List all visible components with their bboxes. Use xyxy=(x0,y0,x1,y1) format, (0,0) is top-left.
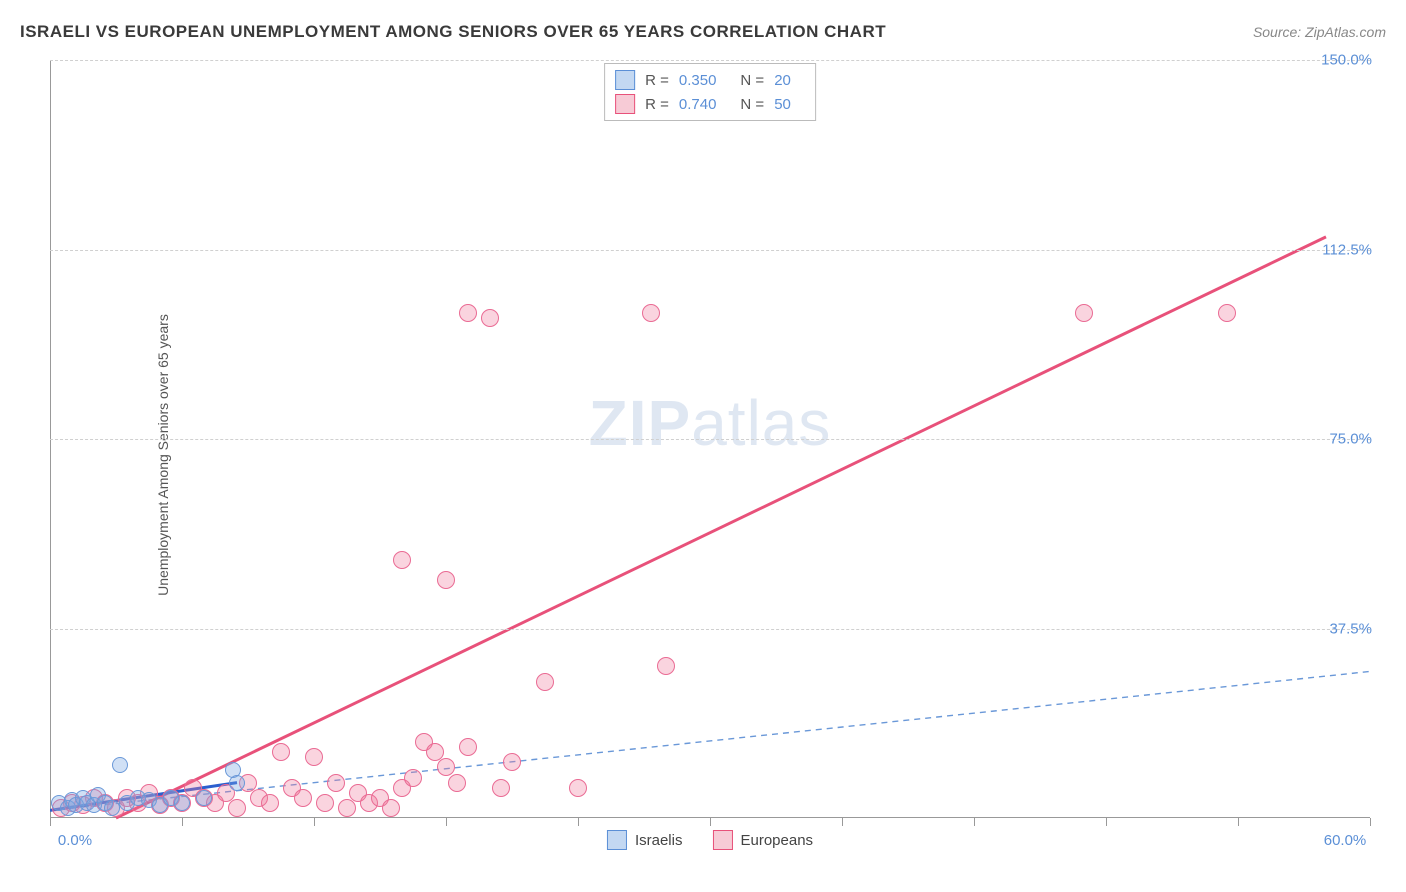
grid-line xyxy=(50,439,1370,440)
chart-title: ISRAELI VS EUROPEAN UNEMPLOYMENT AMONG S… xyxy=(20,22,886,42)
watermark-light: atlas xyxy=(691,387,831,459)
point-europeans xyxy=(404,769,422,787)
point-europeans xyxy=(382,799,400,817)
x-tick xyxy=(446,818,447,826)
point-europeans xyxy=(459,304,477,322)
legend-item-europeans: Europeans xyxy=(712,828,813,852)
point-europeans xyxy=(294,789,312,807)
point-europeans xyxy=(459,738,477,756)
point-europeans xyxy=(536,673,554,691)
point-europeans xyxy=(327,774,345,792)
trend-lines xyxy=(50,60,1370,850)
swatch-israelis xyxy=(607,830,627,850)
r-label: R = xyxy=(645,96,669,113)
swatch-europeans xyxy=(712,830,732,850)
watermark-bold: ZIP xyxy=(589,387,692,459)
x-tick xyxy=(1370,818,1371,826)
point-europeans xyxy=(272,743,290,761)
point-europeans xyxy=(492,779,510,797)
y-tick-label: 37.5% xyxy=(1329,620,1372,637)
legend-item-israelis: Israelis xyxy=(607,828,683,852)
grid-line xyxy=(50,60,1370,61)
x-tick xyxy=(1238,818,1239,826)
x-tick xyxy=(974,818,975,826)
r-value-israelis: 0.350 xyxy=(679,72,717,89)
grid-line xyxy=(50,629,1370,630)
stats-row-europeans: R = 0.740 N = 50 xyxy=(615,92,805,116)
n-label: N = xyxy=(740,96,764,113)
swatch-europeans xyxy=(615,94,635,114)
point-europeans xyxy=(305,748,323,766)
point-europeans xyxy=(1075,304,1093,322)
stats-row-israelis: R = 0.350 N = 20 xyxy=(615,68,805,92)
swatch-israelis xyxy=(615,70,635,90)
series-legend: Israelis Europeans xyxy=(607,828,813,852)
point-europeans xyxy=(338,799,356,817)
point-israelis xyxy=(112,757,128,773)
r-value-europeans: 0.740 xyxy=(679,96,717,113)
point-europeans xyxy=(261,794,279,812)
x-tick xyxy=(842,818,843,826)
x-tick xyxy=(182,818,183,826)
x-tick-label: 60.0% xyxy=(1324,832,1367,849)
scatter-plot: ZIPatlas 37.5%75.0%112.5%150.0%0.0%60.0% xyxy=(50,60,1370,850)
x-tick xyxy=(50,818,51,826)
grid-line xyxy=(50,250,1370,251)
point-europeans xyxy=(642,304,660,322)
y-tick-label: 75.0% xyxy=(1329,431,1372,448)
x-tick xyxy=(314,818,315,826)
point-europeans xyxy=(657,657,675,675)
point-europeans xyxy=(481,309,499,327)
point-israelis xyxy=(174,795,190,811)
stats-legend: R = 0.350 N = 20 R = 0.740 N = 50 xyxy=(604,63,816,121)
x-tick-label: 0.0% xyxy=(58,832,92,849)
point-israelis xyxy=(229,775,245,791)
point-europeans xyxy=(228,799,246,817)
point-europeans xyxy=(316,794,334,812)
source-attribution: Source: ZipAtlas.com xyxy=(1253,24,1386,40)
point-europeans xyxy=(393,551,411,569)
x-tick xyxy=(710,818,711,826)
point-israelis xyxy=(196,790,212,806)
point-israelis xyxy=(104,800,120,816)
point-europeans xyxy=(448,774,466,792)
x-tick xyxy=(578,818,579,826)
n-value-israelis: 20 xyxy=(774,72,791,89)
x-tick xyxy=(1106,818,1107,826)
legend-label-europeans: Europeans xyxy=(740,832,813,849)
point-europeans xyxy=(1218,304,1236,322)
point-europeans xyxy=(503,753,521,771)
r-label: R = xyxy=(645,72,669,89)
y-tick-label: 150.0% xyxy=(1321,52,1372,69)
n-label: N = xyxy=(740,72,764,89)
chart-area: Unemployment Among Seniors over 65 years… xyxy=(50,60,1370,850)
point-europeans xyxy=(437,571,455,589)
watermark: ZIPatlas xyxy=(589,386,832,460)
legend-label-israelis: Israelis xyxy=(635,832,683,849)
point-europeans xyxy=(569,779,587,797)
y-tick-label: 112.5% xyxy=(1322,241,1372,258)
n-value-europeans: 50 xyxy=(774,96,791,113)
